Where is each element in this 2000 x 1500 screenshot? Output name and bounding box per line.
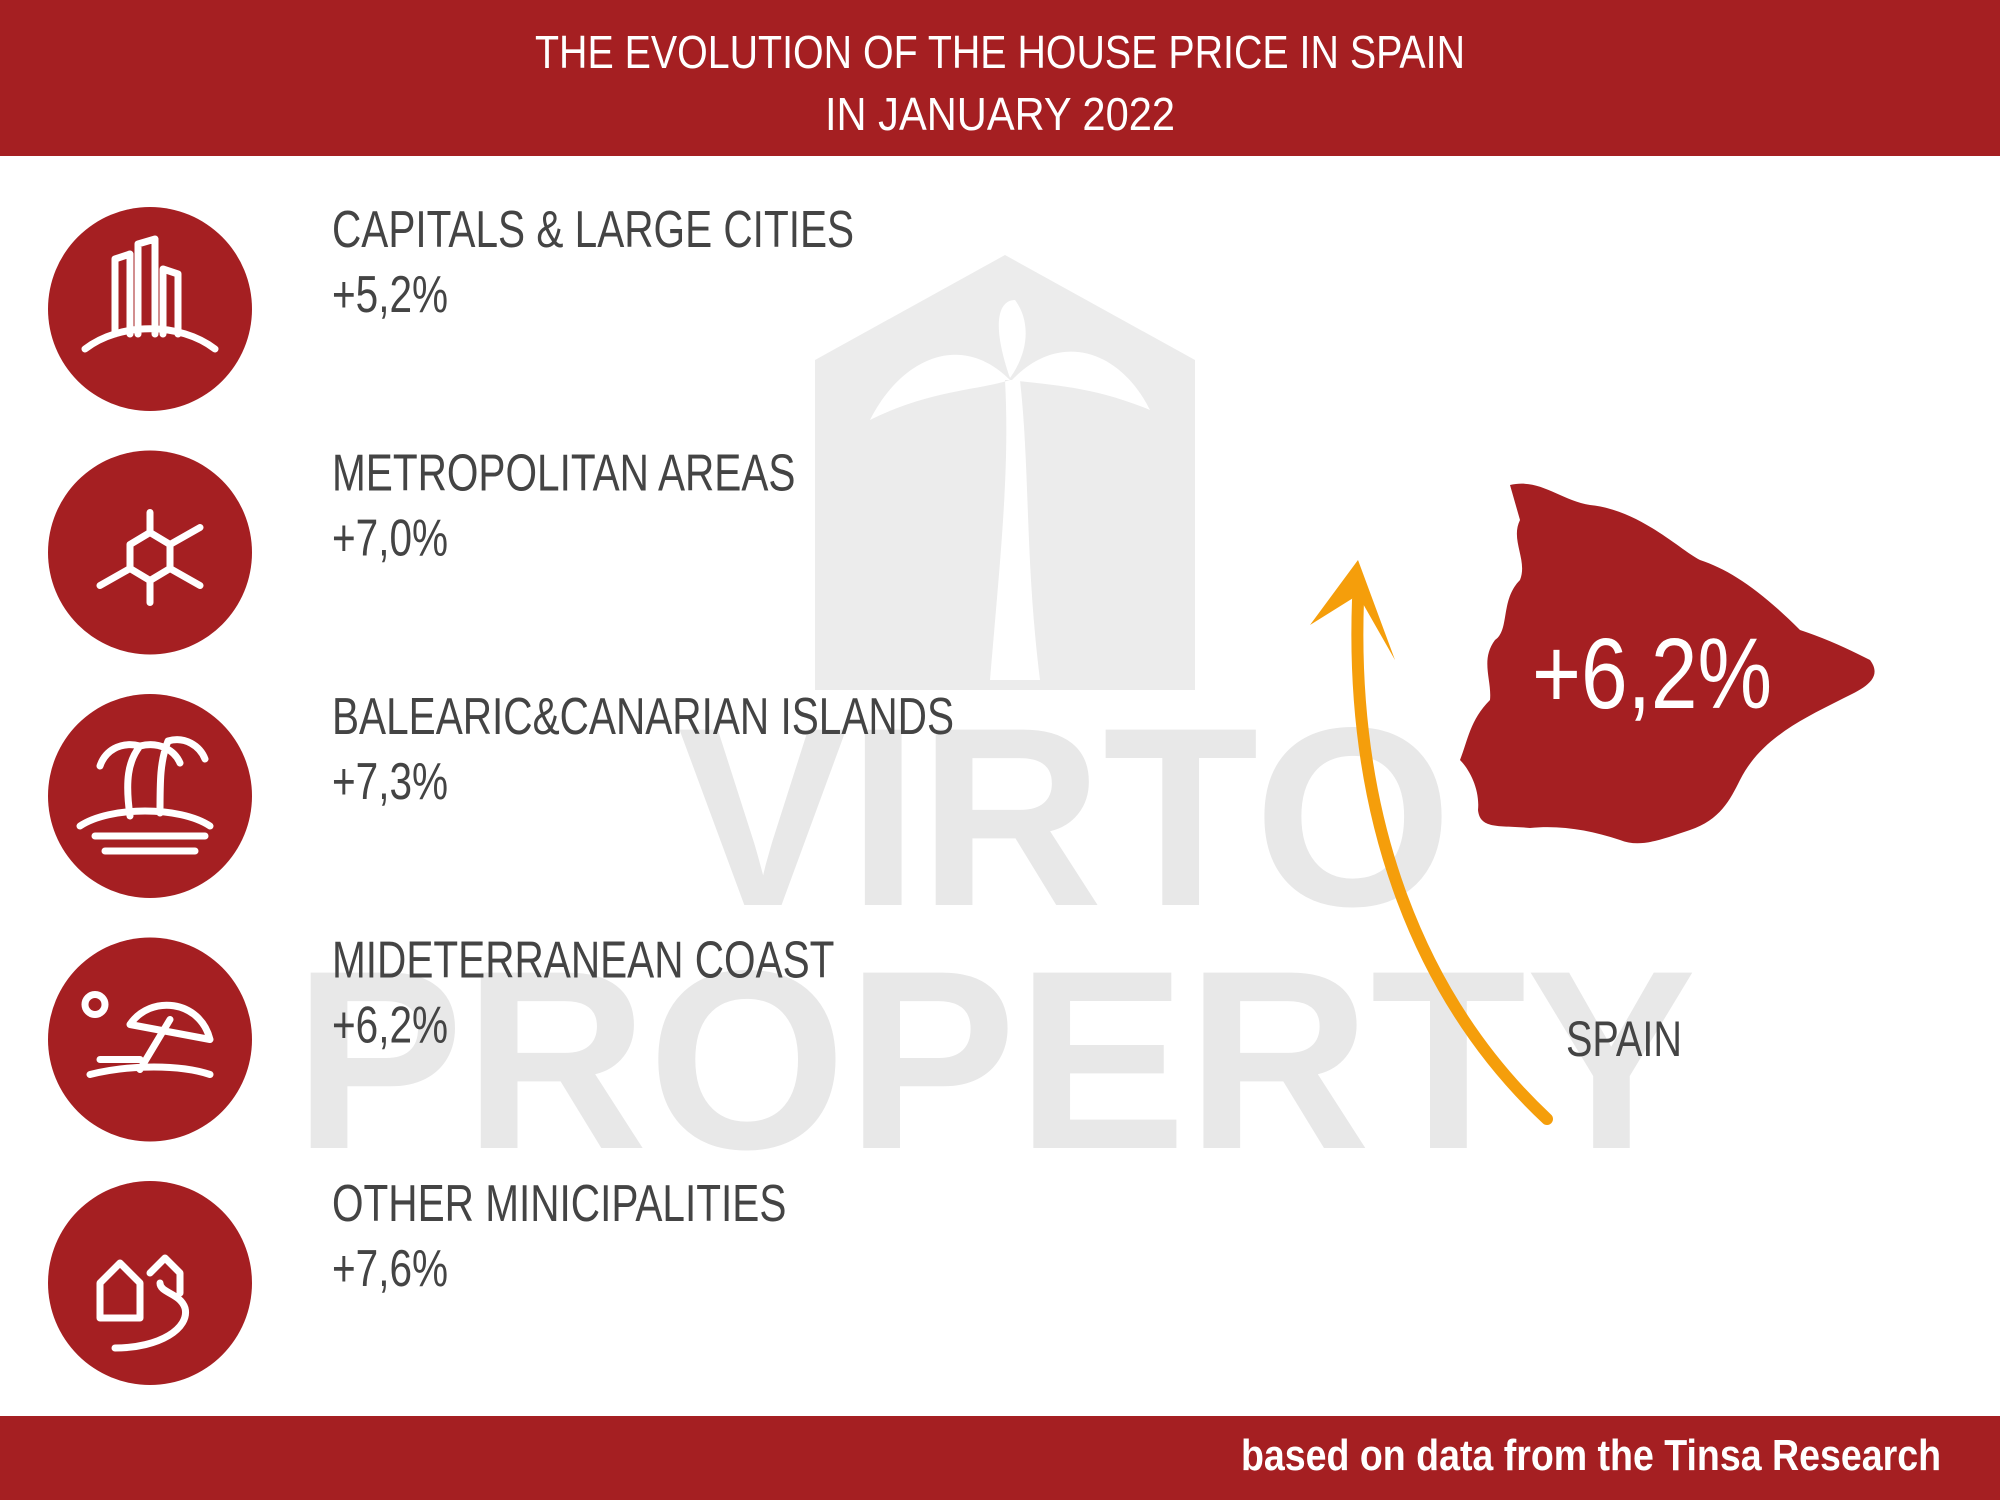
item-value: +7,0% (332, 509, 448, 567)
item-label: MIDETERRANEAN COAST (332, 931, 834, 989)
watermark: VIRTO PROPERTY (294, 255, 1697, 1203)
icon (81, 991, 214, 1078)
spain-map (1460, 483, 1875, 844)
item-value: +6,2% (332, 996, 448, 1054)
footer-band (0, 1416, 2000, 1500)
item: BALEARIC&CANARIAN ISLANDS +7,3% (48, 687, 954, 898)
item-label: METROPOLITAN AREAS (332, 444, 795, 502)
icon (96, 509, 204, 606)
spain-value: +6,2% (1532, 618, 1772, 730)
icon (96, 1254, 189, 1352)
arrow (1351, 594, 1553, 1125)
item-label: CAPITALS & LARGE CITIES (332, 200, 854, 258)
spain-label: SPAIN (1566, 1011, 1682, 1067)
item-value: +7,6% (332, 1239, 448, 1297)
header-title: THE EVOLUTION OF THE HOUSE PRICE IN SPAI… (535, 26, 1465, 78)
header-title: IN JANUARY 2022 (825, 88, 1175, 140)
item: CAPITALS & LARGE CITIES +5,2% (48, 200, 854, 411)
item-value: +7,3% (332, 752, 448, 810)
icon-circle (48, 937, 252, 1142)
item: METROPOLITAN AREAS +7,0% (48, 444, 795, 655)
watermark-palm (870, 300, 1150, 680)
icon-circle (48, 207, 252, 411)
icon-circle (48, 1181, 252, 1385)
icon-circle (48, 450, 252, 655)
icon (81, 235, 219, 353)
item-label: BALEARIC&CANARIAN ISLANDS (332, 687, 954, 745)
header-band (0, 0, 2000, 156)
watermark-text: VIRTO (678, 675, 1453, 960)
watermark-text: PROPERTY (294, 918, 1697, 1203)
item: OTHER MINICIPALITIES +7,6% (48, 1174, 786, 1385)
icon-circle (48, 694, 252, 898)
arrow-head (1310, 560, 1395, 660)
items: CAPITALS & LARGE CITIES +5,2% METROPOLITAN… (48, 200, 954, 1385)
footer-text: based on data from the Tinsa Research (1241, 1431, 1941, 1480)
item-label: OTHER MINICIPALITIES (332, 1174, 786, 1232)
item: MIDETERRANEAN COAST +6,2% (48, 931, 834, 1142)
icon (76, 736, 214, 855)
item-value: +5,2% (332, 265, 448, 323)
